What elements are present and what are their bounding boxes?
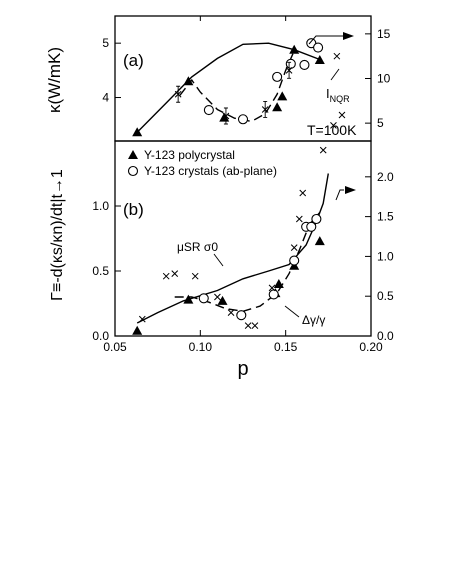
panel-a-nqr-point <box>333 52 341 60</box>
panel-a-x-point-errorbar <box>176 85 181 103</box>
panel-b-ytick-label-left: 0.5 <box>92 264 109 278</box>
panel-b-circle-point <box>311 213 322 225</box>
panel-b-xtick-label: 0.15 <box>274 340 298 354</box>
panel-b-ytick-label-right: 2.0 <box>377 170 394 184</box>
panel-b-circle-point <box>306 221 317 232</box>
temperature-annotation: T=100K <box>307 122 357 138</box>
panel-a-circle-point <box>203 104 214 116</box>
panel-b-ylabel-text: Γ≡-d(κs/κn)/dt|t→1 <box>49 169 66 301</box>
panel-b-x-point <box>338 111 346 119</box>
curves <box>136 42 329 324</box>
panel-b-xtick-label: 0.10 <box>189 340 213 354</box>
panel-a-triangle-point <box>183 76 194 86</box>
panel-a-ylabel: κ(W/mK) <box>45 47 64 113</box>
panel-b-x-point <box>319 146 327 154</box>
arrow-a <box>308 32 354 45</box>
nqr-label-sub: NQR <box>330 94 351 104</box>
panel-a-circle-point <box>285 58 296 69</box>
panel-a-circle-point <box>299 59 310 70</box>
panel-b-triangle-point <box>217 295 228 305</box>
gamma-pointer <box>284 305 300 318</box>
panel-b-ytick-label-right: 0.0 <box>377 329 394 343</box>
panel-b-ytick-label-left: 1.0 <box>92 199 109 213</box>
panel-b-x-point <box>227 309 235 316</box>
panel-a-triangle-point <box>272 102 283 112</box>
legend-triangle-marker <box>128 150 138 159</box>
panel-a-label: (a) <box>123 51 144 70</box>
x-axis-label: p <box>237 358 248 380</box>
panel-b-x-point <box>268 284 276 292</box>
musr-annotation-text: μSR σ0 <box>177 240 218 254</box>
panel-a-triangle-point <box>132 127 143 137</box>
musr-pointer <box>213 253 224 267</box>
gamma-annotation: Δγ/γ <box>302 313 325 327</box>
panel-a-x-point-errorbar <box>223 107 228 125</box>
panel-b-ticks: 0.0 0.5 1.0 0.0 0.5 1.0 1.5 2.0 0.05 0.10 0.15 0.20 <box>92 170 394 354</box>
legend-label-crystals: Y-123 crystals (ab-plane) <box>144 164 277 178</box>
panel-b-x-point <box>162 272 170 280</box>
panel-a-circle-point <box>313 42 324 53</box>
panel-b-x-point <box>244 322 252 329</box>
panel-b-x-point <box>214 293 221 301</box>
panel-b-x-point <box>138 315 146 323</box>
panel-a-x-point-errorbar <box>263 101 268 118</box>
panel-b-circle-point <box>198 293 209 304</box>
panel-b-triangle-point <box>183 294 194 304</box>
panel-b-circle-point <box>289 255 300 266</box>
musr-annotation: μSR σ0 <box>177 240 218 254</box>
panel-b-triangle-point <box>314 236 325 246</box>
panel-b-x-point <box>290 244 298 251</box>
legend-label-polycrystal: Y-123 polycrystal <box>144 148 235 162</box>
data-marks <box>132 38 346 335</box>
panel-a-ytick-label-right: 10 <box>377 72 391 86</box>
panel-b-x-point <box>191 272 199 280</box>
panel-a-ytick-label-right: 15 <box>377 27 391 41</box>
panel-b-circle-point <box>268 289 279 300</box>
panel-b-x-point <box>251 322 259 329</box>
panel-b-x-point <box>295 215 303 223</box>
panel-b-ylabel: Γ≡-d(κs/κn)/dt|t→1 <box>49 169 66 301</box>
panel-a-curve-solid <box>136 42 321 133</box>
nqr-label: INQR <box>326 86 350 104</box>
panel-b-xtick-label: 0.05 <box>103 340 127 354</box>
panel-a-ytick-label-left: 5 <box>102 36 109 50</box>
panel-a-triangle-point <box>277 91 288 101</box>
arrow-b <box>335 186 356 201</box>
panel-b-label: (b) <box>123 200 144 219</box>
panel-b-frame <box>114 140 372 337</box>
panel-b-x-point <box>171 270 179 277</box>
panel-b-ytick-label-right: 0.5 <box>377 289 394 303</box>
panel-b-x-point <box>330 122 337 129</box>
panel-a-circle-point <box>237 114 249 125</box>
panel-a-triangle-point <box>289 44 300 54</box>
legend-circle-marker <box>127 165 139 177</box>
legend: Y-123 polycrystal Y-123 crystals (ab-pla… <box>127 148 277 178</box>
panel-b-xtick-label: 0.20 <box>359 340 383 354</box>
panel-b-x-point <box>299 189 307 197</box>
nqr-label-main: I <box>326 86 330 101</box>
panel-a-triangle-point <box>314 55 325 65</box>
panel-b-ytick-label-right: 1.0 <box>377 249 394 263</box>
panel-b-triangle-point <box>273 279 284 288</box>
panel-b-ytick-label-left: 0.0 <box>92 329 109 343</box>
nqr-pointer <box>330 68 340 81</box>
panel-b-circle-point <box>236 310 247 321</box>
panel-a-ticks: 4 5 5 10 15 <box>102 16 391 130</box>
panel-a-ytick-label-right: 5 <box>377 116 384 130</box>
panel-a-ytick-label-left: 4 <box>102 91 109 105</box>
panel-a-x-point-errorbar <box>287 61 292 79</box>
panel-b-triangle-point <box>132 325 143 335</box>
panel-a-circle-point <box>272 71 283 82</box>
panel-b-ytick-label-right: 1.5 <box>377 210 394 224</box>
